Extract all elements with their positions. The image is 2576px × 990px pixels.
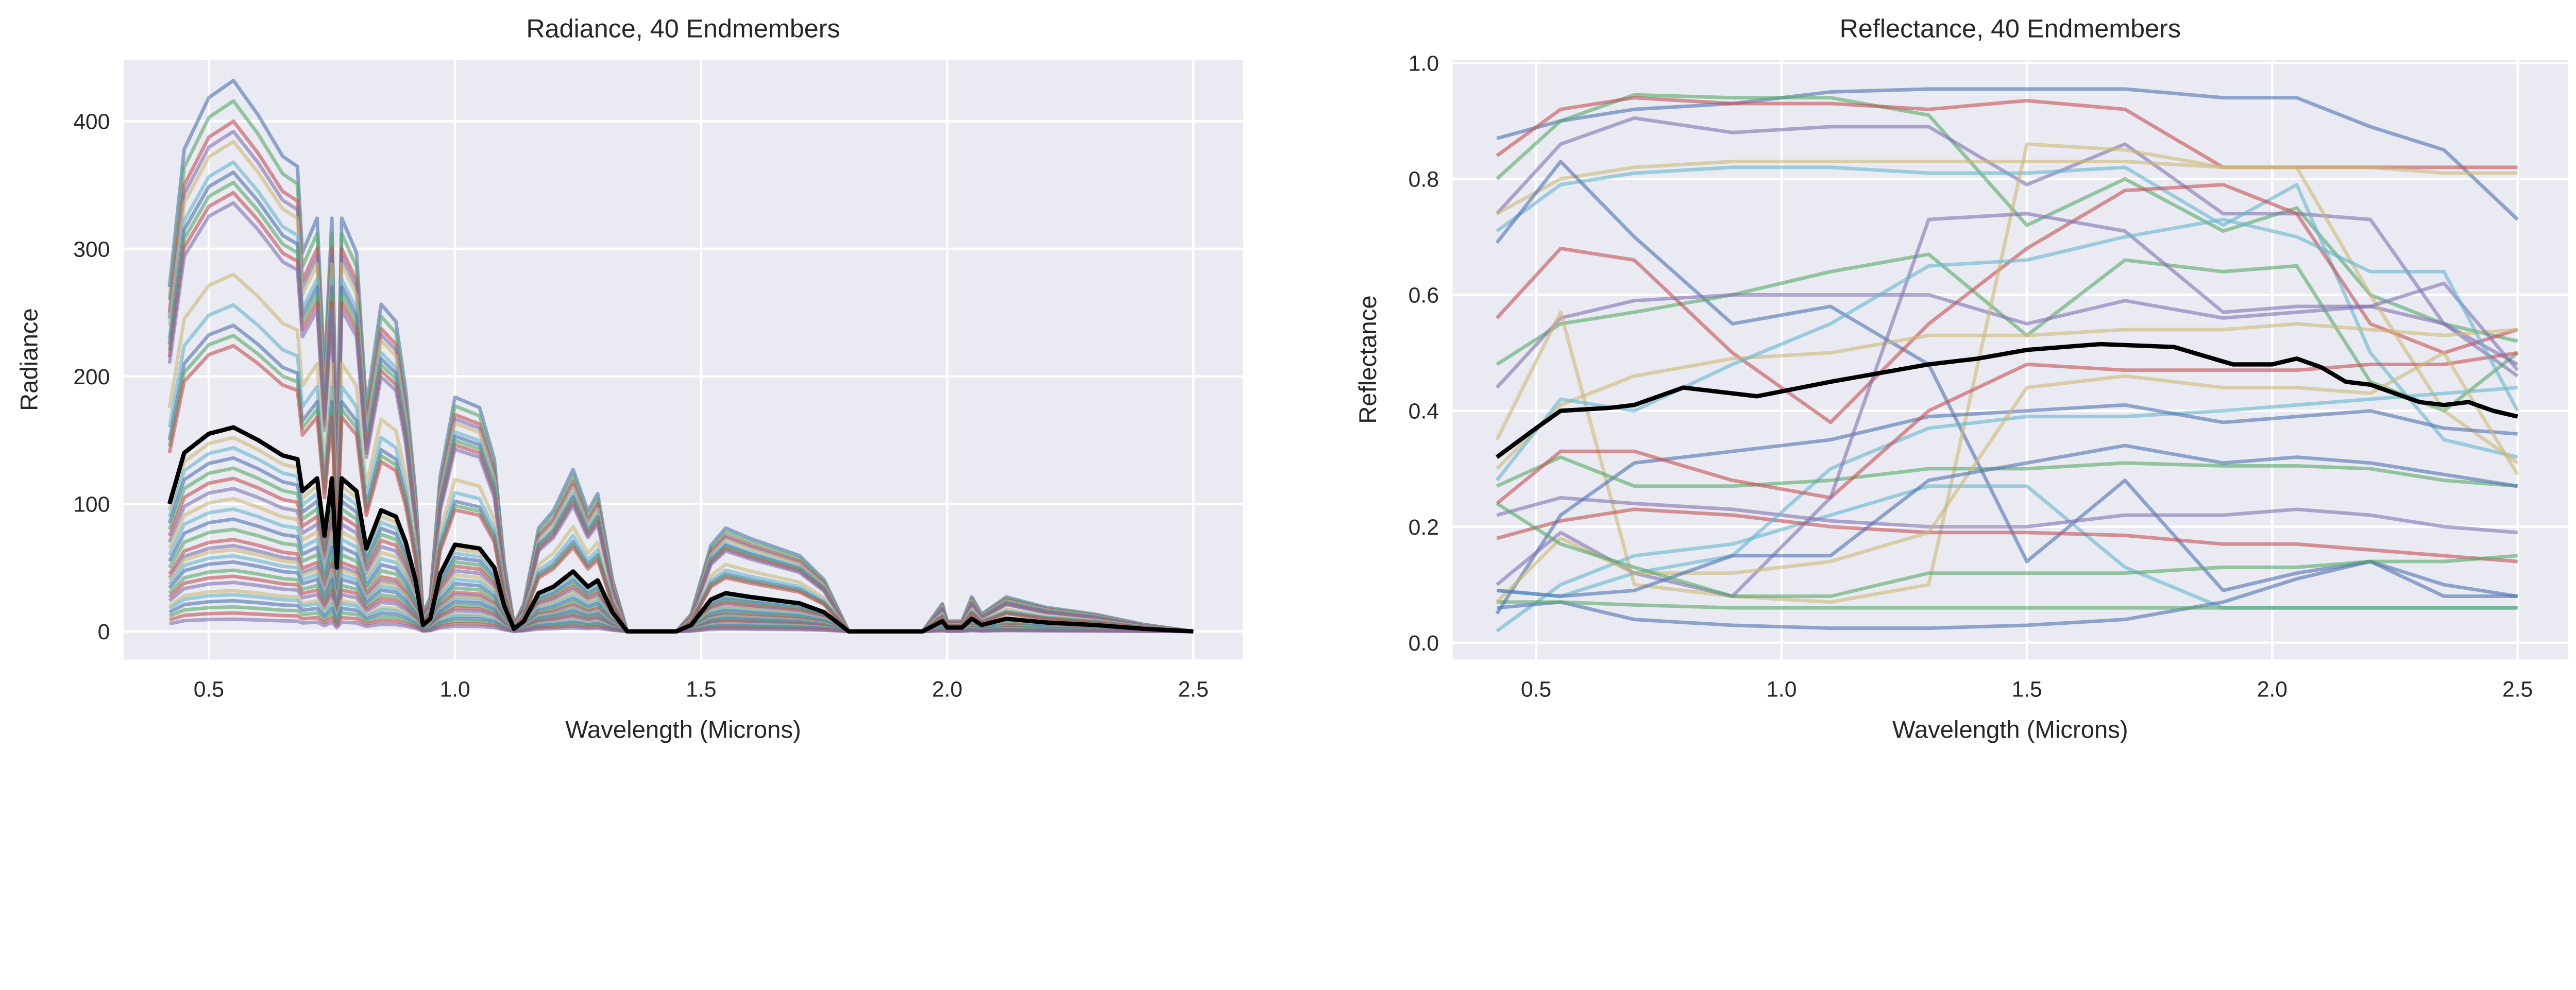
- endmember-line: [1496, 455, 2518, 488]
- axes-background: [124, 60, 1243, 660]
- reflectance-chart-title: Reflectance, 40 Endmembers: [1840, 13, 2181, 43]
- reflectance-chart: Reflectance, 40 Endmembers Wavelength (M…: [1354, 13, 2568, 744]
- endmember-line: [1496, 160, 2518, 215]
- y-tick-label: 0.0: [1409, 631, 1439, 656]
- x-tick-label: 0.5: [194, 677, 224, 702]
- y-tick-label: 400: [73, 110, 110, 134]
- plot-area: [124, 60, 1243, 660]
- x-tick-label: 2.0: [932, 677, 962, 702]
- y-tick-label: 0.4: [1409, 399, 1439, 424]
- figure: Radiance, 40 Endmembers Wavelength (Micr…: [15, 13, 2568, 744]
- x-tick-label: 1.5: [2011, 677, 2042, 702]
- radiance-y-axis-label: Radiance: [15, 308, 43, 411]
- endmember-line: [1495, 116, 2519, 378]
- endmember-line: [1495, 322, 2518, 470]
- endmember-line: [1495, 351, 2519, 604]
- x-tick-label: 1.5: [686, 677, 716, 702]
- radiance-chart-title: Radiance, 40 Endmembers: [526, 13, 840, 43]
- endmember-line: [1497, 443, 2518, 599]
- endmember-line: [1496, 507, 2518, 564]
- mean-line: [167, 425, 1194, 634]
- reflectance-x-axis-label: Wavelength (Microns): [1892, 716, 2128, 744]
- x-tick-label: 2.5: [2502, 677, 2533, 702]
- y-tick-label: 0.6: [1409, 283, 1439, 308]
- reflectance-y-axis-label: Reflectance: [1354, 295, 1382, 423]
- x-tick-label: 0.5: [1521, 677, 1551, 702]
- endmember-line: [1495, 403, 2518, 615]
- x-tick-label: 2.5: [1178, 677, 1209, 702]
- series-lines: [1495, 87, 2519, 633]
- y-tick-label: 1.0: [1409, 51, 1439, 76]
- x-tick-label: 2.0: [2257, 677, 2287, 702]
- mean-line: [1495, 342, 2518, 459]
- endmember-line: [1496, 502, 2518, 599]
- endmember-line: [1496, 165, 2518, 459]
- endmember-line: [1496, 351, 2518, 505]
- endmember-line: [1495, 217, 2519, 482]
- y-tick-label: 0.2: [1409, 515, 1439, 540]
- y-tick-label: 0.8: [1409, 167, 1439, 192]
- plot-area: [1452, 60, 2568, 660]
- endmember-line: [1497, 600, 2518, 610]
- y-tick-label: 0: [98, 620, 110, 644]
- endmember-line: [1495, 183, 2518, 424]
- endmember-line: [169, 617, 1194, 634]
- y-tick-label: 100: [73, 492, 110, 517]
- radiance-x-axis-label: Wavelength (Microns): [565, 716, 801, 744]
- y-tick-label: 200: [73, 365, 110, 389]
- y-tick-label: 300: [73, 237, 110, 262]
- endmember-line: [1496, 496, 2518, 535]
- x-tick-label: 1.0: [1766, 677, 1797, 702]
- series-lines: [167, 78, 1194, 634]
- endmember-line: [1496, 87, 2519, 221]
- endmember-line: [1495, 142, 2519, 604]
- radiance-chart: Radiance, 40 Endmembers Wavelength (Micr…: [15, 13, 1243, 744]
- x-tick-label: 1.0: [439, 677, 470, 702]
